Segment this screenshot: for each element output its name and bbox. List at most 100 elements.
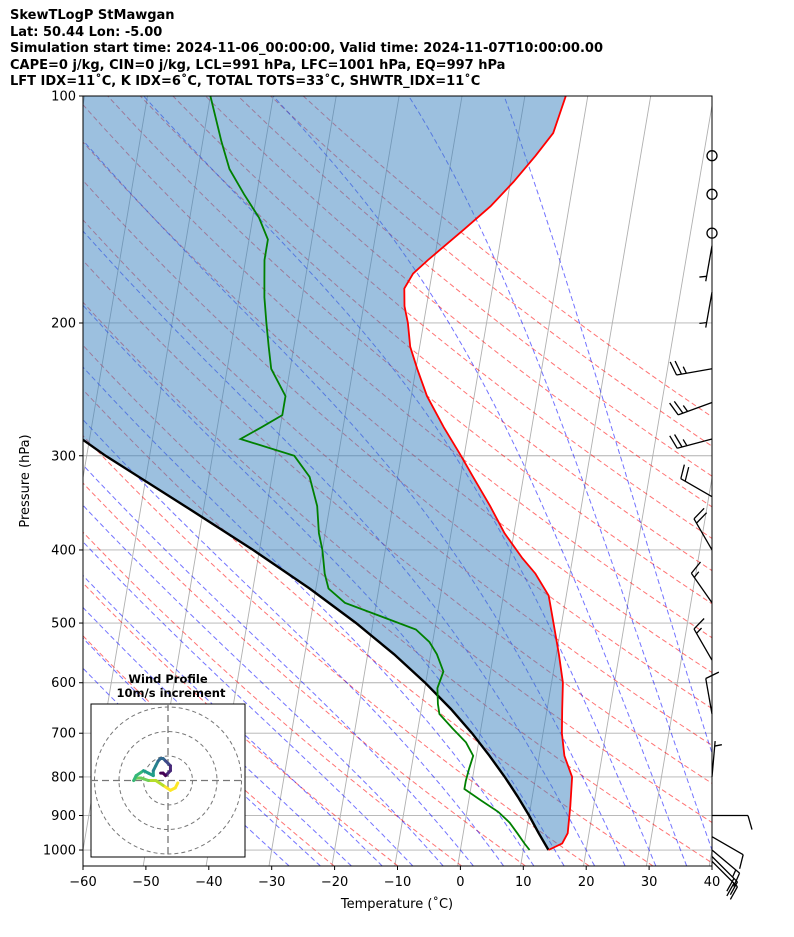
dry-adiabat — [83, 482, 526, 866]
wind-barb — [690, 561, 713, 604]
barb-shaft — [705, 678, 713, 715]
chart-header: SkewTLogP StMawgan Lat: 50.44 Lon: -5.00… — [10, 8, 790, 91]
wind-barb — [693, 618, 713, 661]
x-tick-label: 20 — [578, 875, 595, 890]
isotherm-gridline — [83, 96, 86, 109]
x-tick-label: −10 — [384, 875, 411, 890]
wind-barbs — [669, 150, 753, 900]
barb-flag — [690, 561, 702, 574]
x-tick-label: −50 — [132, 875, 159, 890]
wind-barb — [699, 245, 713, 282]
x-tick-label: −60 — [69, 875, 96, 890]
barb-half-flag — [682, 439, 688, 447]
index-line: LFT IDX=11˚C, K IDX=6˚C, TOTAL TOTS=33˚C… — [10, 74, 481, 89]
cape-line: CAPE=0 j/kg, CIN=0 j/kg, LCL=991 hPa, LF… — [10, 57, 506, 73]
cape-region — [83, 96, 573, 850]
wind-barb — [711, 741, 722, 778]
barb-shaft — [711, 849, 740, 874]
profile-lines — [83, 96, 574, 851]
barb-shaft — [705, 291, 713, 328]
dry-adiabat — [107, 96, 712, 605]
parcel-path-line — [83, 438, 550, 851]
axes: −60 −50 −40 −30 −20 −10 0 10 20 30 40 100 200 300 400 5… — [43, 90, 720, 891]
wind-barb — [712, 814, 753, 830]
wind-barb — [711, 860, 739, 900]
y-tick-label: 300 — [51, 449, 76, 464]
wind-barb — [669, 434, 713, 449]
y-tick-label: 600 — [51, 676, 76, 691]
barb-half-flag — [693, 571, 700, 578]
x-tick-label: 0 — [456, 875, 464, 890]
barb-half-flag — [699, 321, 707, 325]
y-tick-label: 800 — [51, 770, 76, 785]
hodograph-plot — [91, 704, 245, 857]
cape-shading — [83, 96, 573, 850]
barb-shaft — [711, 860, 738, 888]
barb-flag — [674, 434, 683, 448]
wind-barb — [669, 400, 713, 416]
x-tick-label: 30 — [641, 875, 658, 890]
location-line: Lat: 50.44 Lon: -5.00 — [10, 24, 163, 40]
moist-adiabat — [83, 574, 383, 866]
hodograph-title: Wind Profile — [128, 672, 208, 686]
barb-flag — [729, 881, 739, 896]
barb-shaft — [705, 245, 713, 282]
wind-barb — [711, 856, 739, 896]
x-axis-label: Temperature (˚C) — [340, 896, 453, 912]
barb-shaft — [711, 856, 738, 883]
isotherm-gridline — [583, 102, 712, 866]
moist-adiabat — [272, 96, 688, 866]
moist-adiabat — [83, 418, 505, 866]
barb-shaft — [690, 572, 713, 604]
dewpoint-line — [209, 96, 531, 851]
barb-flag — [747, 815, 753, 830]
barb-flag — [669, 435, 678, 449]
x-tick-label: 10 — [515, 875, 532, 890]
hodograph-subtitle: 10m/s increment — [117, 686, 226, 700]
y-tick-label: 100 — [51, 90, 76, 105]
barb-flag — [669, 361, 678, 376]
wind-barb — [699, 291, 713, 328]
dry-adiabat — [270, 96, 712, 447]
barb-flag — [729, 886, 739, 900]
barb-flag — [726, 882, 735, 897]
barb-shaft — [711, 836, 744, 856]
barb-flag — [696, 512, 708, 524]
wind-barb — [693, 507, 713, 551]
barb-half-flag — [699, 275, 707, 278]
dry-adiabat — [83, 635, 335, 866]
barb-shaft — [680, 478, 713, 498]
dry-adiabat — [237, 96, 712, 477]
y-tick-label: 900 — [51, 809, 76, 824]
barb-half-flag — [682, 366, 687, 374]
x-tick-label: −20 — [321, 875, 348, 890]
wind-barb — [711, 836, 744, 869]
barb-flag — [673, 400, 684, 414]
barb-flag — [684, 466, 690, 482]
y-tick-label: 700 — [51, 727, 76, 742]
isotherm-gridline — [645, 475, 712, 866]
barb-shaft — [677, 401, 713, 416]
dry-adiabat — [83, 141, 712, 674]
chart-title: SkewTLogP StMawgan — [10, 8, 175, 23]
dry-adiabat — [139, 96, 712, 572]
barb-half-flag — [682, 405, 689, 412]
y-tick-label: 400 — [51, 543, 76, 558]
moist-adiabat — [83, 504, 444, 866]
barb-flag — [674, 360, 683, 375]
barb-flag — [680, 464, 685, 479]
barb-half-flag — [714, 744, 722, 747]
y-tick-label: 1000 — [43, 844, 76, 859]
barb-half-flag — [732, 869, 737, 877]
y-tick-label: 200 — [51, 316, 76, 331]
barb-flag — [726, 878, 735, 892]
dry-adiabat — [83, 434, 590, 866]
barb-shaft — [677, 438, 713, 449]
y-axis-label: Pressure (hPa) — [18, 434, 33, 527]
barb-flag — [669, 402, 679, 416]
barb-flag — [693, 618, 705, 630]
barb-shaft — [711, 741, 716, 778]
barb-shaft — [693, 628, 713, 661]
moist-adiabat — [408, 96, 712, 852]
